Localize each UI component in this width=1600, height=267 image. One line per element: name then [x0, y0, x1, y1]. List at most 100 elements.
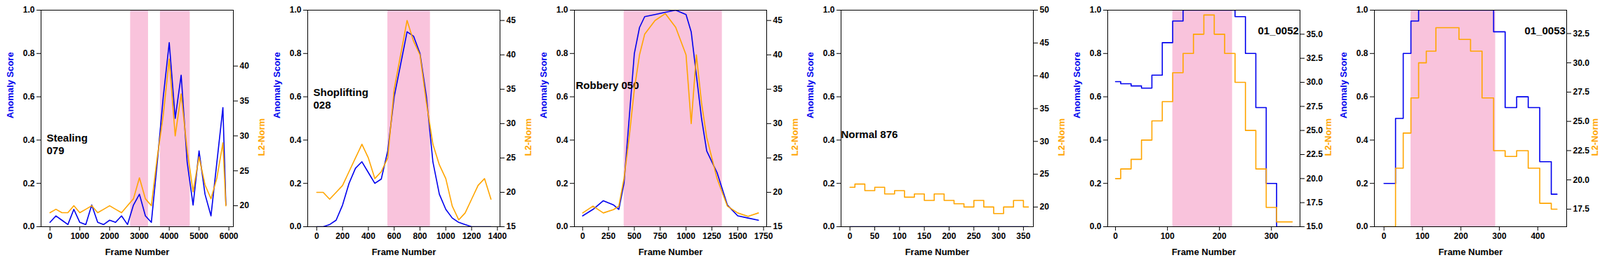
svg-text:0: 0 [1381, 231, 1387, 242]
svg-text:25: 25 [1040, 169, 1050, 179]
svg-text:0.4: 0.4 [1089, 135, 1102, 146]
svg-text:L2-Norm: L2-Norm [522, 118, 534, 156]
svg-text:0.0: 0.0 [23, 221, 36, 232]
svg-text:32.5: 32.5 [1573, 28, 1591, 39]
svg-text:25: 25 [240, 166, 250, 177]
svg-text:25.0: 25.0 [1573, 116, 1591, 127]
svg-text:Robbery 050: Robbery 050 [576, 79, 640, 92]
svg-text:L2-Norm: L2-Norm [789, 118, 800, 156]
svg-text:35: 35 [1040, 103, 1050, 114]
svg-text:0.6: 0.6 [23, 91, 36, 102]
svg-text:2000: 2000 [100, 231, 120, 242]
svg-text:4000: 4000 [160, 231, 179, 242]
svg-text:1000: 1000 [676, 231, 696, 242]
svg-text:0.2: 0.2 [23, 178, 36, 189]
svg-text:Stealing079: Stealing079 [47, 131, 88, 157]
svg-text:1000: 1000 [436, 231, 456, 242]
svg-text:20: 20 [506, 187, 517, 198]
svg-text:100: 100 [1415, 231, 1430, 242]
svg-text:Frame Number: Frame Number [105, 247, 170, 258]
svg-text:17.5: 17.5 [1573, 204, 1591, 215]
svg-text:15: 15 [506, 221, 517, 232]
svg-text:27.5: 27.5 [1306, 101, 1324, 112]
svg-text:0.8: 0.8 [1356, 48, 1369, 59]
svg-text:0.0: 0.0 [1356, 221, 1369, 232]
svg-text:0.2: 0.2 [556, 178, 569, 189]
svg-text:Anomaly Score: Anomaly Score [538, 51, 549, 119]
svg-text:35: 35 [773, 84, 784, 95]
svg-text:L2-Norm: L2-Norm [1056, 118, 1067, 156]
svg-text:200: 200 [1454, 231, 1469, 242]
svg-text:32.5: 32.5 [1306, 53, 1324, 64]
svg-text:400: 400 [1530, 231, 1545, 242]
svg-text:0.4: 0.4 [1356, 135, 1369, 146]
svg-text:Anomaly Score: Anomaly Score [1071, 51, 1083, 119]
svg-text:350: 350 [1016, 231, 1031, 242]
svg-text:0: 0 [1112, 231, 1118, 242]
svg-text:200: 200 [335, 231, 350, 242]
svg-text:45: 45 [773, 15, 784, 26]
svg-text:1.0: 1.0 [823, 4, 836, 15]
svg-text:45: 45 [1040, 37, 1050, 48]
svg-text:0.2: 0.2 [1356, 178, 1369, 189]
svg-text:800: 800 [412, 231, 427, 242]
svg-text:0.2: 0.2 [823, 178, 836, 189]
svg-text:Anomaly Score: Anomaly Score [804, 51, 816, 119]
svg-text:400: 400 [361, 231, 376, 242]
svg-text:1750: 1750 [754, 231, 774, 242]
svg-text:30: 30 [506, 118, 517, 129]
svg-text:0.6: 0.6 [556, 91, 569, 102]
svg-text:15: 15 [773, 221, 784, 232]
svg-text:30.0: 30.0 [1306, 77, 1324, 88]
svg-text:20.0: 20.0 [1306, 174, 1324, 184]
svg-text:6000: 6000 [219, 231, 239, 242]
svg-text:L2-Norm: L2-Norm [1589, 118, 1600, 156]
svg-text:300: 300 [991, 231, 1006, 242]
svg-text:27.5: 27.5 [1573, 87, 1591, 97]
svg-text:0.4: 0.4 [556, 135, 569, 146]
svg-text:35: 35 [240, 96, 250, 106]
svg-text:30: 30 [240, 131, 250, 142]
svg-text:1.0: 1.0 [23, 4, 36, 15]
svg-text:L2-Norm: L2-Norm [1322, 118, 1334, 156]
svg-text:0.0: 0.0 [1089, 221, 1102, 232]
svg-text:Frame Number: Frame Number [1171, 247, 1237, 258]
svg-text:Anomaly Score: Anomaly Score [271, 51, 283, 119]
svg-text:0.4: 0.4 [823, 135, 836, 146]
svg-text:50: 50 [870, 231, 880, 242]
svg-text:0.8: 0.8 [1089, 48, 1102, 59]
svg-text:1.0: 1.0 [289, 4, 302, 15]
svg-text:300: 300 [1492, 231, 1507, 242]
svg-text:40: 40 [1040, 70, 1050, 81]
svg-text:0.2: 0.2 [1089, 178, 1102, 189]
svg-text:0: 0 [314, 231, 320, 242]
svg-text:200: 200 [1212, 231, 1227, 242]
svg-text:0.0: 0.0 [823, 221, 836, 232]
svg-text:Anomaly Score: Anomaly Score [1338, 51, 1349, 119]
svg-text:L2-Norm: L2-Norm [256, 118, 267, 156]
svg-text:250: 250 [601, 231, 616, 242]
svg-text:Frame Number: Frame Number [371, 247, 437, 258]
svg-text:0.4: 0.4 [289, 135, 302, 146]
svg-text:0.8: 0.8 [23, 48, 36, 59]
svg-text:22.5: 22.5 [1573, 145, 1591, 156]
svg-text:25: 25 [773, 152, 784, 163]
svg-text:250: 250 [967, 231, 982, 242]
svg-text:20: 20 [240, 200, 250, 211]
svg-text:Anomaly Score: Anomaly Score [4, 51, 16, 119]
svg-text:3000: 3000 [129, 231, 149, 242]
svg-text:0: 0 [580, 231, 586, 242]
svg-text:500: 500 [627, 231, 642, 242]
svg-text:150: 150 [917, 231, 932, 242]
svg-text:1.0: 1.0 [556, 4, 569, 15]
svg-text:1200: 1200 [462, 231, 482, 242]
svg-text:45: 45 [506, 15, 517, 26]
svg-text:20: 20 [1040, 202, 1050, 212]
svg-text:0.6: 0.6 [289, 91, 302, 102]
svg-text:Normal 876: Normal 876 [841, 128, 899, 141]
svg-text:Shoplifting028: Shoplifting028 [313, 86, 369, 111]
svg-text:0.6: 0.6 [1089, 91, 1102, 102]
svg-text:Frame Number: Frame Number [1438, 247, 1504, 258]
svg-text:50: 50 [1040, 4, 1050, 15]
svg-text:1250: 1250 [702, 231, 722, 242]
